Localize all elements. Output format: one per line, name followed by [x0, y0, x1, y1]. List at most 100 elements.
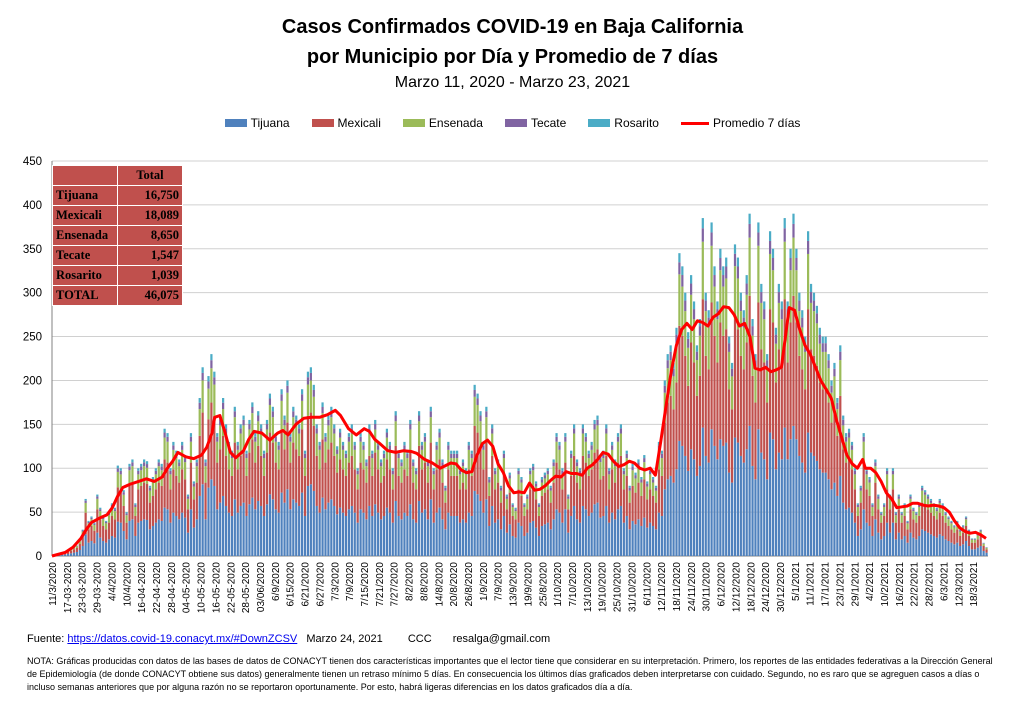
- bar-rosarito: [555, 433, 558, 437]
- bar-tijuana: [739, 455, 742, 556]
- bar-tijuana: [774, 469, 778, 556]
- y-tick-label: 0: [36, 551, 42, 563]
- bar-tijuana: [265, 504, 269, 556]
- bar-rosarito: [827, 354, 830, 361]
- bar-ensenada: [953, 527, 956, 533]
- bar-tijuana: [684, 455, 687, 556]
- bar-tijuana: [549, 529, 552, 556]
- bar-tijuana: [602, 515, 605, 556]
- bar-tijuana: [681, 445, 684, 556]
- bar-mexicali: [619, 455, 623, 506]
- bar-ensenada: [561, 474, 564, 490]
- bar-rosarito: [306, 371, 310, 378]
- bar-tijuana: [365, 519, 368, 556]
- bar-ensenada: [359, 441, 362, 463]
- bar-ensenada: [151, 482, 155, 496]
- bar-tijuana: [406, 515, 409, 556]
- bar-mexicali: [976, 539, 979, 548]
- bar-ensenada: [391, 474, 394, 490]
- bar-tecate: [116, 468, 119, 472]
- bar-rosarito: [423, 433, 427, 437]
- totals-label: Tecate: [52, 245, 118, 266]
- bar-tecate: [523, 504, 526, 508]
- bar-mexicali: [573, 455, 576, 506]
- x-tick-label: 16-04-2020: [137, 562, 148, 614]
- bar-rosarito: [575, 459, 579, 463]
- bar-tijuana: [900, 539, 903, 556]
- y-tick-label: 50: [29, 507, 42, 519]
- bar-tecate: [280, 394, 283, 401]
- bar-tijuana: [426, 519, 429, 556]
- bar-tecate: [397, 453, 400, 459]
- bar-tecate: [821, 343, 824, 352]
- bar-rosarito: [611, 441, 614, 446]
- bar-rosarito: [110, 503, 114, 505]
- bar-mexicali: [640, 495, 643, 526]
- bar-tecate: [587, 453, 590, 459]
- bar-rosarito: [824, 336, 827, 344]
- bar-tecate: [739, 300, 742, 312]
- bar-rosarito: [341, 441, 345, 446]
- bar-tijuana: [575, 519, 579, 556]
- bar-tijuana: [850, 512, 854, 556]
- bar-tijuana: [81, 545, 84, 556]
- bar-tecate: [979, 530, 982, 532]
- bar-tijuana: [356, 522, 359, 556]
- x-tick-label: 10/4/2020: [122, 562, 133, 607]
- bar-tijuana: [883, 535, 886, 556]
- legend-item: Tijuana: [224, 116, 290, 130]
- bar-tijuana: [698, 465, 701, 556]
- bar-rosarito: [959, 529, 962, 531]
- bar-rosarito: [634, 472, 637, 476]
- bar-mexicali: [125, 522, 128, 540]
- bar-ensenada: [584, 441, 587, 463]
- bar-tijuana: [932, 535, 935, 556]
- bar-tijuana: [967, 545, 971, 556]
- bar-tecate: [277, 445, 280, 450]
- bar-rosarito: [798, 292, 801, 301]
- bar-mexicali: [742, 369, 745, 463]
- x-tick-label: 4/4/2020: [107, 562, 118, 601]
- bar-mexicali: [865, 489, 868, 523]
- bar-tecate: [608, 470, 611, 475]
- bar-tijuana: [599, 517, 602, 556]
- bar-ensenada: [859, 490, 862, 503]
- bar-tecate: [298, 428, 301, 434]
- bar-ensenada: [888, 498, 892, 510]
- bar-rosarito: [792, 213, 795, 224]
- totals-row: TOTAL 46,075: [52, 285, 183, 306]
- x-tick-label: 28-05-2020: [241, 562, 252, 614]
- bar-tecate: [102, 517, 105, 520]
- bar-tecate: [268, 398, 272, 405]
- bar-rosarito: [751, 319, 754, 327]
- bar-mexicali: [137, 489, 140, 523]
- bar-tecate: [274, 436, 277, 442]
- x-tick-label: 6/3/2021: [939, 562, 950, 601]
- bar-tecate: [540, 479, 544, 483]
- source-link[interactable]: https://datos.covid-19.conacyt.mx/#DownZ…: [67, 633, 298, 645]
- bar-rosarito: [701, 218, 704, 229]
- bar-rosarito: [394, 411, 397, 416]
- bar-rosarito: [868, 477, 871, 480]
- bar-tijuana: [634, 524, 637, 556]
- bar-ensenada: [312, 396, 315, 426]
- bar-mexicali: [350, 455, 353, 506]
- bar-rosarito: [485, 406, 488, 412]
- bar-rosarito: [543, 472, 546, 476]
- bar-ensenada: [415, 474, 418, 490]
- bar-rosarito: [365, 459, 368, 463]
- bar-mexicali: [590, 469, 593, 513]
- bar-tijuana: [701, 427, 704, 556]
- bar-rosarito: [687, 332, 690, 339]
- bar-tecate: [210, 360, 213, 369]
- bar-ensenada: [982, 543, 985, 546]
- bar-rosarito: [368, 424, 371, 429]
- bar-mexicali: [818, 382, 821, 470]
- bar-tijuana: [131, 519, 134, 556]
- bar-tecate: [245, 453, 248, 459]
- bar-tijuana: [640, 525, 643, 556]
- bar-mexicali: [719, 322, 722, 440]
- bar-mexicali: [637, 482, 640, 520]
- bar-mexicali: [532, 485, 535, 521]
- bar-mexicali: [681, 335, 684, 446]
